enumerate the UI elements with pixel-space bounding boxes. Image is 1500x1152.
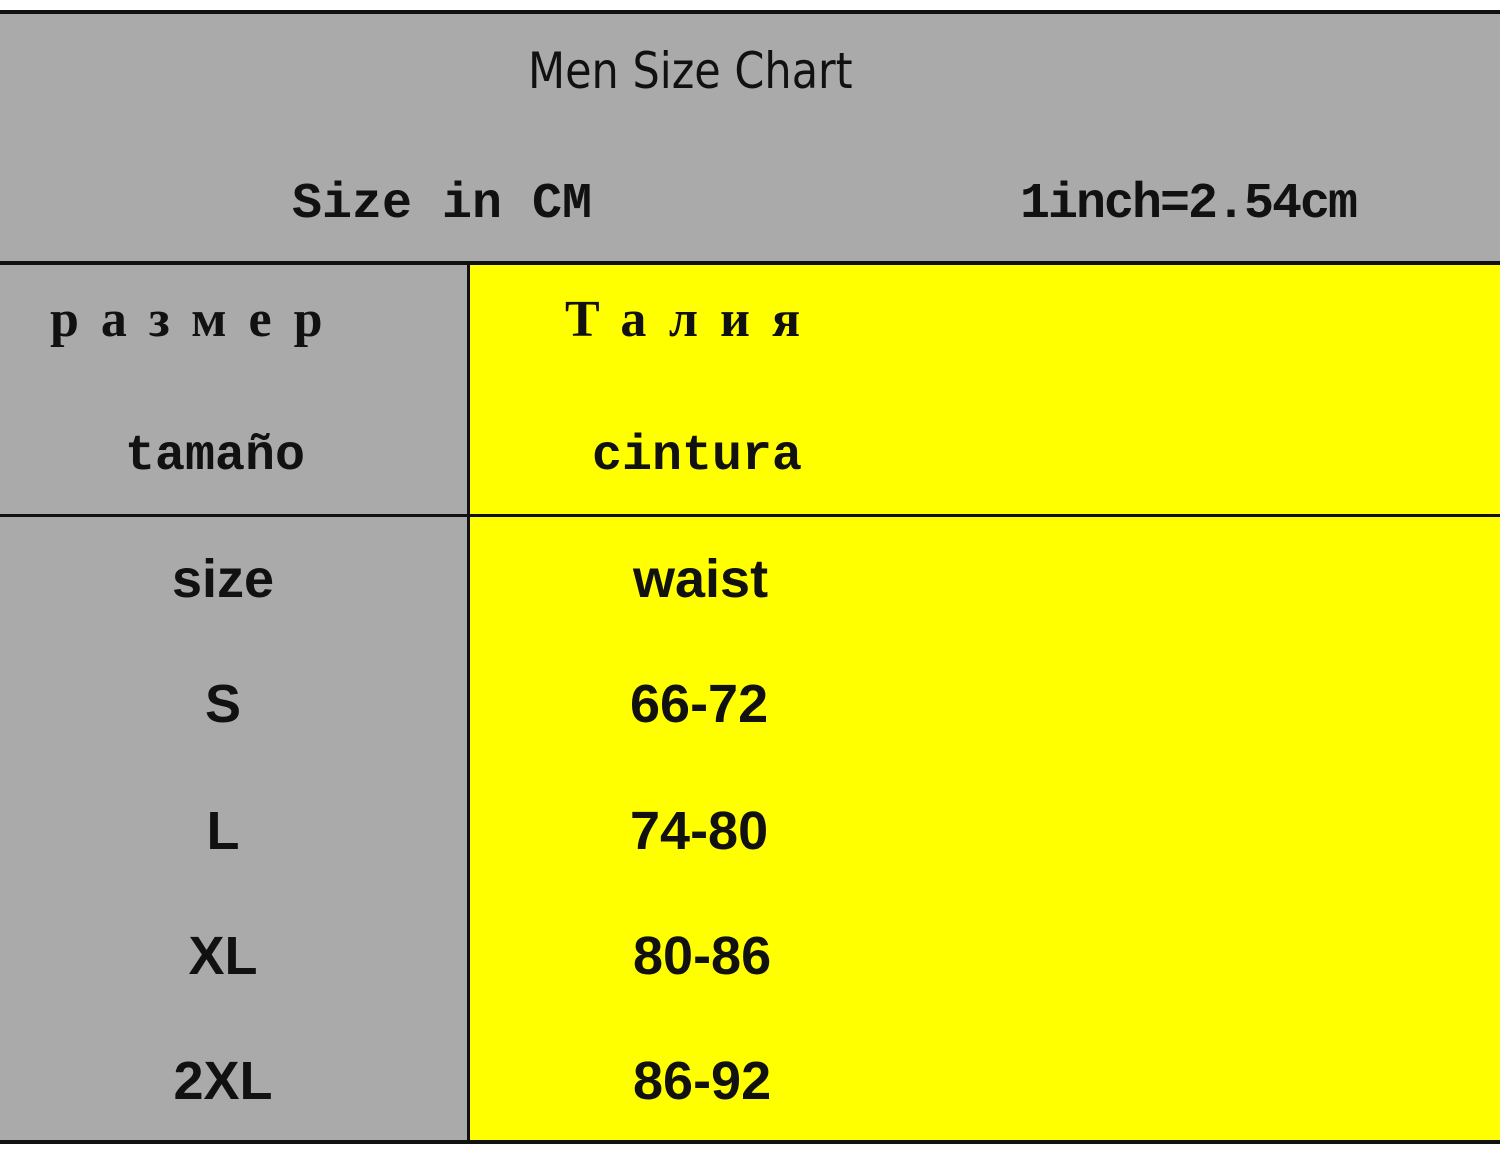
size-cell: L: [206, 801, 240, 861]
header-divider: [0, 261, 1500, 265]
waist-cell: 86-92: [633, 1051, 772, 1111]
size-header-ru: размер: [50, 291, 345, 348]
top-border: [0, 10, 1500, 14]
size-cell: S: [204, 674, 242, 734]
waist-cell: 74-80: [630, 801, 769, 861]
unit-note: Size in CM: [292, 176, 593, 233]
size-header-es: tamaño: [125, 428, 306, 485]
column-divider: [467, 263, 470, 1142]
waist-header-es: cintura: [592, 428, 803, 485]
waist-cell: 66-72: [630, 674, 769, 734]
waist-cell: 80-86: [633, 926, 772, 986]
size-cell: XL: [188, 926, 258, 986]
bottom-border: [0, 1140, 1500, 1144]
title-band: [0, 12, 1500, 263]
subheader-divider: [0, 514, 1500, 517]
size-column-bg: [0, 263, 469, 1142]
chart-title: Men Size Chart: [528, 42, 853, 100]
waist-column-bg: [469, 263, 1500, 1142]
size-cell: 2XL: [173, 1051, 273, 1111]
waist-column-header: waist: [633, 549, 769, 609]
waist-header-ru: Талия: [565, 291, 823, 348]
size-column-header: size: [171, 549, 275, 609]
inch-conversion: 1inch=2.54cm: [1020, 176, 1358, 233]
